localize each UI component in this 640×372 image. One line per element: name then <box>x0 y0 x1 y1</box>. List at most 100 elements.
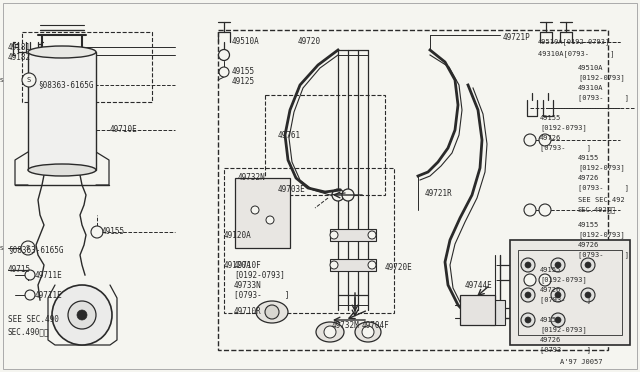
Text: 49155: 49155 <box>102 228 125 237</box>
Circle shape <box>581 258 595 272</box>
Text: [0793-     ]: [0793- ] <box>578 94 629 102</box>
Circle shape <box>21 241 35 255</box>
Text: 49744E: 49744E <box>465 280 493 289</box>
Circle shape <box>525 262 531 268</box>
Circle shape <box>551 313 565 327</box>
Text: S: S <box>0 246 4 250</box>
Circle shape <box>525 317 531 323</box>
Circle shape <box>77 310 87 320</box>
Circle shape <box>25 270 35 280</box>
Text: [0192-0793]: [0192-0793] <box>578 232 625 238</box>
Text: S: S <box>27 77 31 83</box>
Circle shape <box>330 261 338 269</box>
Text: 49726: 49726 <box>540 135 561 141</box>
Text: 49711E: 49711E <box>35 270 63 279</box>
Text: 49510A: 49510A <box>578 65 604 71</box>
Text: 49726: 49726 <box>578 175 599 181</box>
Circle shape <box>585 262 591 268</box>
Text: 49726: 49726 <box>578 242 599 248</box>
Circle shape <box>521 288 535 302</box>
Text: S: S <box>0 77 4 83</box>
Ellipse shape <box>28 164 96 176</box>
Circle shape <box>332 189 344 201</box>
Text: 49726: 49726 <box>540 337 561 343</box>
Bar <box>490 300 505 325</box>
Circle shape <box>581 288 595 302</box>
Text: 49155: 49155 <box>540 317 561 323</box>
Circle shape <box>330 231 338 239</box>
Circle shape <box>22 73 36 87</box>
Circle shape <box>555 262 561 268</box>
Circle shape <box>525 292 531 298</box>
Bar <box>218 30 608 350</box>
Text: 49703E: 49703E <box>278 186 306 195</box>
Text: 49711E: 49711E <box>35 291 63 299</box>
Circle shape <box>368 231 376 239</box>
Circle shape <box>524 204 536 216</box>
Bar <box>22 32 152 102</box>
Circle shape <box>68 301 96 329</box>
Text: 49155: 49155 <box>578 222 599 228</box>
Circle shape <box>219 67 229 77</box>
Circle shape <box>362 326 374 338</box>
Text: [0192-0793]: [0192-0793] <box>540 327 587 333</box>
Text: 49733N: 49733N <box>234 280 262 289</box>
Text: §08363-6165G: §08363-6165G <box>38 80 93 90</box>
Circle shape <box>91 226 103 238</box>
Circle shape <box>539 274 551 286</box>
Text: 49720E: 49720E <box>385 263 413 273</box>
Circle shape <box>551 288 565 302</box>
Text: 49704F: 49704F <box>362 321 390 330</box>
Text: [0793-     ]: [0793- ] <box>540 347 591 353</box>
Text: 49310A: 49310A <box>578 85 604 91</box>
Bar <box>265 95 385 195</box>
Text: 49721P: 49721P <box>503 33 531 42</box>
Text: 49732N: 49732N <box>238 173 266 183</box>
Ellipse shape <box>28 46 96 58</box>
Circle shape <box>464 314 472 322</box>
Text: [0192-0793]: [0192-0793] <box>540 125 587 131</box>
Circle shape <box>551 258 565 272</box>
Text: SEE SEC.492: SEE SEC.492 <box>578 197 625 203</box>
Bar <box>460 295 495 325</box>
Text: SEC.492参照: SEC.492参照 <box>578 207 616 213</box>
Text: 49155: 49155 <box>578 155 599 161</box>
Text: 49510A[0192-0793]: 49510A[0192-0793] <box>538 39 611 45</box>
Bar <box>330 229 376 241</box>
Text: [0192-0793]: [0192-0793] <box>578 75 625 81</box>
Text: 49155: 49155 <box>540 267 561 273</box>
Text: [0192-0793]: [0192-0793] <box>234 270 285 279</box>
Text: 49510A: 49510A <box>232 38 260 46</box>
Text: [0793-     ]: [0793- ] <box>578 251 629 259</box>
Text: 49761: 49761 <box>278 131 301 140</box>
Circle shape <box>521 313 535 327</box>
Circle shape <box>324 326 336 338</box>
Text: 49720: 49720 <box>298 38 321 46</box>
Text: [0192-0793]: [0192-0793] <box>578 165 625 171</box>
Circle shape <box>266 216 274 224</box>
Text: 49182: 49182 <box>8 52 31 61</box>
Circle shape <box>585 292 591 298</box>
Text: 49155: 49155 <box>232 67 255 77</box>
Text: 49155: 49155 <box>540 115 561 121</box>
Text: S: S <box>26 245 30 251</box>
Circle shape <box>539 134 551 146</box>
Text: [0192-0793]: [0192-0793] <box>540 277 587 283</box>
Circle shape <box>524 134 536 146</box>
Text: [0793-     ]: [0793- ] <box>540 145 591 151</box>
Bar <box>518 250 622 335</box>
Text: [0793-     ]: [0793- ] <box>234 291 289 299</box>
Circle shape <box>524 274 536 286</box>
Text: [0793-     ]: [0793- ] <box>578 185 629 191</box>
Text: A'97 J0057: A'97 J0057 <box>560 359 602 365</box>
Ellipse shape <box>355 322 381 342</box>
Circle shape <box>539 204 551 216</box>
Text: 49310A[0793-     ]: 49310A[0793- ] <box>538 51 614 57</box>
Text: 49726: 49726 <box>540 287 561 293</box>
Bar <box>224 168 394 313</box>
Circle shape <box>476 303 484 311</box>
Bar <box>330 259 376 271</box>
Ellipse shape <box>316 322 344 342</box>
Circle shape <box>251 206 259 214</box>
Circle shape <box>464 303 472 311</box>
